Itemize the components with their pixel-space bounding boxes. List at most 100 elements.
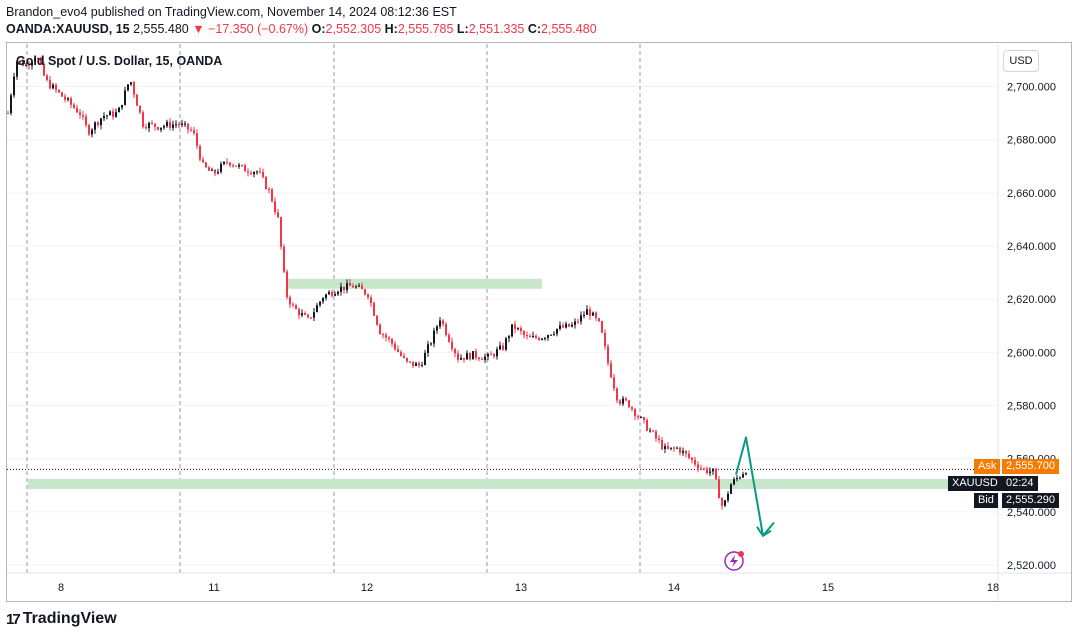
candle-body [583,314,585,316]
chart-panel[interactable] [6,42,1072,602]
candle-body [310,317,312,319]
candle-body [553,333,555,335]
candle-body [235,165,237,167]
candle-body [202,159,204,163]
time-tick-label: 18 [987,582,999,594]
candle-body [250,172,252,175]
candle-body [571,324,573,327]
candle-body [589,309,591,316]
brand-name: TradingView [22,610,117,627]
candle-body [10,95,12,114]
candle-body [625,398,627,401]
support-zone [28,478,1008,489]
candle-body [328,292,330,295]
candle-body [292,304,294,306]
candle-body [439,320,441,327]
close-value: 2,555.480 [541,22,597,36]
candle-body [61,92,63,97]
candle-body [403,355,405,358]
candle-body [382,334,384,336]
candle-body [196,133,198,146]
candle-body [649,430,651,432]
candle-body [280,217,282,247]
candle-body [343,286,345,291]
open-value: 2,552.305 [325,22,382,36]
candle-body [157,126,159,130]
candle-body [244,165,246,172]
candle-body [313,312,315,318]
candle-body [361,285,363,290]
candle-body [526,335,528,337]
candle-body [25,64,27,66]
candle-body [457,353,459,360]
candle-body [166,121,168,127]
price-tick-label: 2,600.000 [1007,347,1056,359]
candle-body [22,60,24,66]
candle-body [367,294,369,298]
quote-line: OANDA:XAUUSD, 15 2,555.480 ▼ −17.350 (−0… [6,22,597,36]
candle-body [181,123,183,125]
candle-body [91,129,93,135]
candle-body [34,58,36,62]
countdown: 02:24 [1002,476,1038,491]
close-label: C: [527,22,542,36]
price-tick-label: 2,700.000 [1007,82,1056,94]
candle-body [436,326,438,331]
candle-body [646,419,648,431]
candle-body [73,104,75,108]
candle-body [19,60,21,62]
candle-body [547,335,549,339]
candle-body [184,123,186,125]
candle-body [622,398,624,404]
candle-body [136,94,138,106]
candle-body [676,447,678,449]
candle-body [511,324,513,337]
candle-body [685,450,687,454]
candle-body [424,352,426,366]
open-label: O: [311,22,326,36]
candle-body [631,407,633,409]
candle-body [352,285,354,288]
publisher-line: Brandon_evo4 published on TradingView.co… [6,5,457,19]
candle-body [205,162,207,168]
candle-body [451,341,453,349]
candle-body [493,354,495,357]
candle-body [523,331,525,336]
candle-body [253,172,255,175]
candle-body [349,283,351,286]
candle-body [97,122,99,126]
candle-body [529,336,531,338]
candle-body [664,446,666,450]
candle-body [673,447,675,449]
candle-body [730,484,732,494]
candle-body [637,416,639,418]
candle-body [430,343,432,345]
candle-body [718,479,720,499]
candle-body [652,430,654,432]
candle-body [499,345,501,350]
candle-body [274,201,276,213]
candle-body [67,98,69,100]
lightning-icon[interactable] [724,551,744,571]
candle-body [517,328,519,330]
candle-body [334,294,336,296]
candle-body [724,500,726,506]
candle-body [13,76,15,96]
candle-body [265,176,267,190]
price-tick-label: 2,580.000 [1007,401,1056,413]
candle-body [337,291,339,295]
candle-body [709,471,711,474]
candle-body [172,124,174,128]
candle-body [214,169,216,174]
last-price: 2,555.480 [133,22,189,36]
candle-body [148,122,150,129]
candle-body [532,335,534,338]
currency-button[interactable]: USD [1003,50,1039,72]
candle-body [379,324,381,335]
candle-body [670,447,672,449]
candle-body [298,308,300,316]
candle-body [49,79,51,89]
candle-body [256,171,258,173]
price-tick-label: 2,640.000 [1007,241,1056,253]
